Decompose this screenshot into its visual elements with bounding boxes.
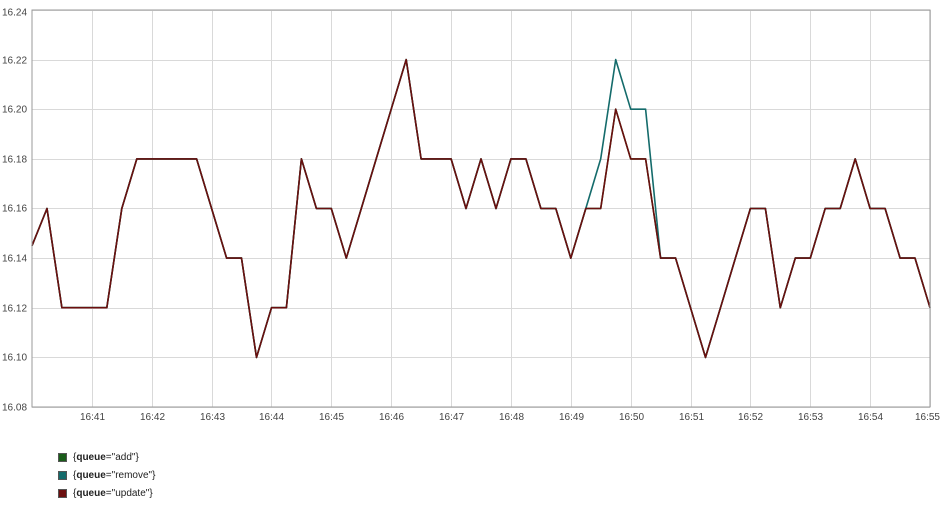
x-tick-label: 16:45 bbox=[319, 412, 344, 423]
x-tick-label: 16:55 bbox=[915, 412, 940, 423]
legend-item[interactable]: {queue="remove"} bbox=[58, 466, 155, 484]
x-tick-label: 16:52 bbox=[738, 412, 763, 423]
legend: {queue="add"} {queue="remove"} {queue="upd… bbox=[58, 448, 155, 502]
x-tick-label: 16:42 bbox=[140, 412, 165, 423]
line-chart: 16.08 16.10 16.12 16.14 16.16 16.18 16.20 16.22… bbox=[2, 8, 940, 424]
x-tick-label: 16:41 bbox=[80, 412, 105, 423]
y-axis-ticks: 16.08 16.10 16.12 16.14 16.16 16.18 16.20 16.22… bbox=[2, 8, 27, 414]
x-tick-label: 16:47 bbox=[439, 412, 464, 423]
x-tick-label: 16:53 bbox=[798, 412, 823, 423]
x-tick-label: 16:48 bbox=[499, 412, 524, 423]
series-lines bbox=[31, 58, 931, 359]
y-tick-label: 16.16 bbox=[2, 204, 27, 215]
legend-swatch bbox=[58, 452, 67, 462]
x-tick-label: 16:44 bbox=[259, 412, 284, 423]
plot-frame bbox=[31, 9, 931, 408]
x-tick-label: 16:43 bbox=[200, 412, 225, 423]
y-tick-label: 16.14 bbox=[2, 254, 27, 265]
legend-item[interactable]: {queue="add"} bbox=[58, 448, 155, 466]
x-tick-label: 16:50 bbox=[619, 412, 644, 423]
y-tick-label: 16.10 bbox=[2, 353, 27, 364]
x-tick-label: 16:51 bbox=[679, 412, 704, 423]
y-tick-label: 16.24 bbox=[2, 8, 27, 19]
legend-swatch bbox=[58, 488, 67, 498]
grid-lines bbox=[32, 10, 931, 408]
x-tick-label: 16:46 bbox=[379, 412, 404, 423]
legend-label: {queue="remove"} bbox=[73, 469, 156, 481]
y-tick-label: 16.18 bbox=[2, 155, 27, 166]
legend-item[interactable]: {queue="update"} bbox=[58, 484, 155, 502]
y-tick-label: 16.08 bbox=[2, 403, 27, 414]
x-axis-ticks: 16:41 16:42 16:43 16:44 16:45 16:46 16:47 16:48… bbox=[80, 412, 940, 423]
x-tick-label: 16:49 bbox=[559, 412, 584, 423]
series-line-update bbox=[31, 58, 931, 359]
legend-label: {queue="add"} bbox=[73, 451, 139, 463]
x-tick-label: 16:54 bbox=[858, 412, 883, 423]
y-tick-label: 16.12 bbox=[2, 304, 27, 315]
y-tick-label: 16.22 bbox=[2, 56, 27, 67]
legend-swatch bbox=[58, 470, 67, 480]
y-tick-label: 16.20 bbox=[2, 105, 27, 116]
legend-label: {queue="update"} bbox=[73, 487, 153, 499]
